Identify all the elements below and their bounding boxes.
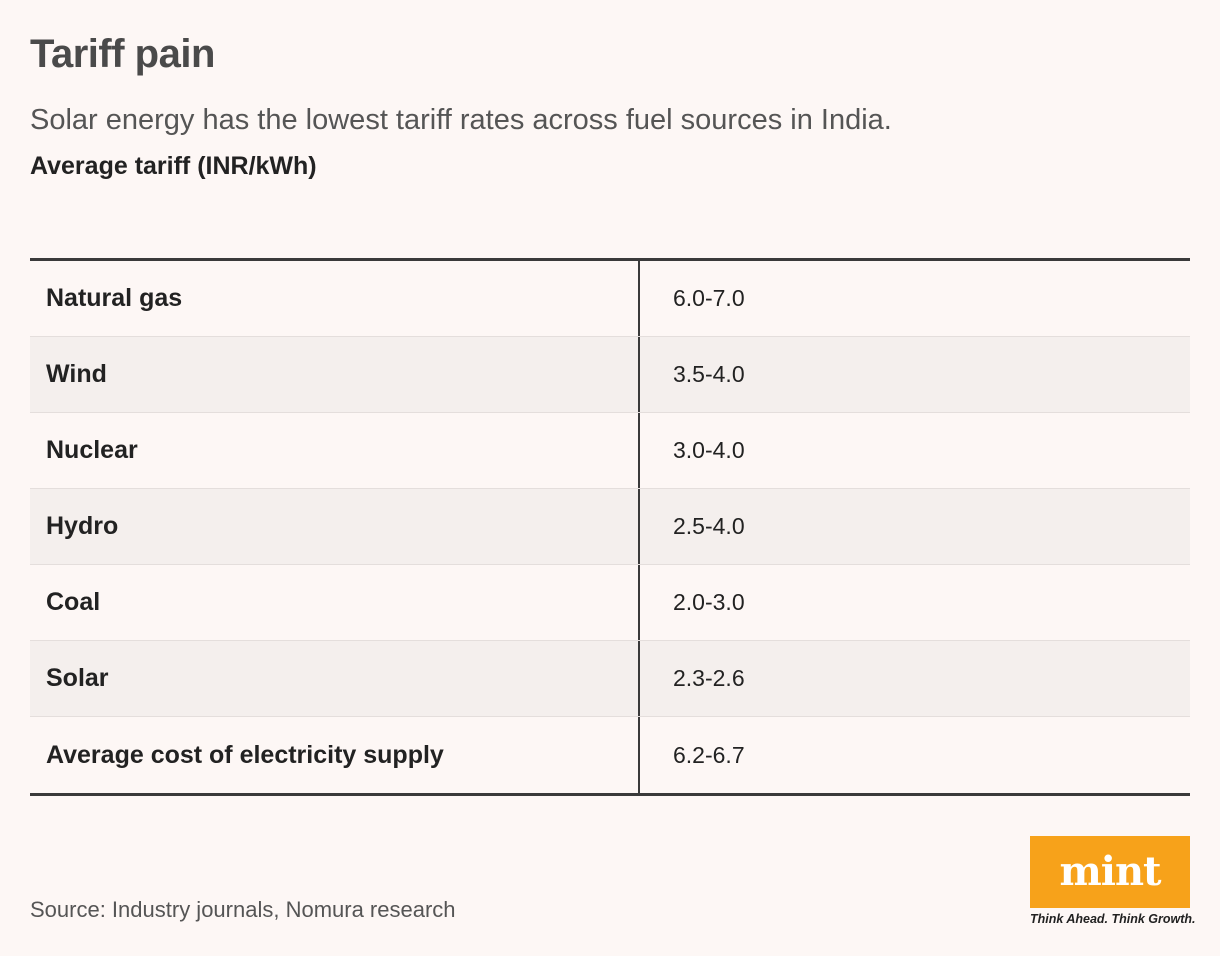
row-label: Average cost of electricity supply: [30, 717, 640, 793]
source-note: Source: Industry journals, Nomura resear…: [30, 897, 456, 922]
row-value: 6.0-7.0: [673, 285, 745, 311]
row-label: Natural gas: [30, 261, 640, 336]
row-value: 3.0-4.0: [673, 437, 745, 463]
table-row-average-cost: Average cost of electricity supply 6.2-6…: [30, 717, 1190, 793]
logo-wordmark: mint: [1059, 848, 1161, 895]
row-value: 2.0-3.0: [673, 589, 745, 615]
row-value: 2.3-2.6: [673, 665, 745, 691]
table-row-solar: Solar 2.3-2.6: [30, 641, 1190, 717]
table-row-natural-gas: Natural gas 6.0-7.0: [30, 261, 1190, 337]
logo-tagline: Think Ahead. Think Growth.: [1030, 912, 1196, 926]
tariff-table: Natural gas 6.0-7.0 Wind 3.5-4.0 Nuclear…: [30, 258, 1190, 796]
row-label: Hydro: [30, 489, 640, 564]
table-row-nuclear: Nuclear 3.0-4.0: [30, 413, 1190, 489]
mint-logo: mint: [1030, 836, 1190, 908]
table-row-coal: Coal 2.0-3.0: [30, 565, 1190, 641]
table-row-hydro: Hydro 2.5-4.0: [30, 489, 1190, 565]
row-value: 6.2-6.7: [673, 741, 745, 768]
row-label: Nuclear: [30, 413, 640, 488]
row-label: Wind: [30, 337, 640, 412]
chart-title: Tariff pain: [30, 32, 215, 76]
unit-label: Average tariff (INR/kWh): [30, 152, 317, 180]
table-row-wind: Wind 3.5-4.0: [30, 337, 1190, 413]
chart-subtitle: Solar energy has the lowest tariff rates…: [30, 104, 892, 136]
row-label: Coal: [30, 565, 640, 640]
row-label: Solar: [30, 641, 640, 716]
row-value: 3.5-4.0: [673, 361, 745, 387]
row-value: 2.5-4.0: [673, 513, 745, 539]
